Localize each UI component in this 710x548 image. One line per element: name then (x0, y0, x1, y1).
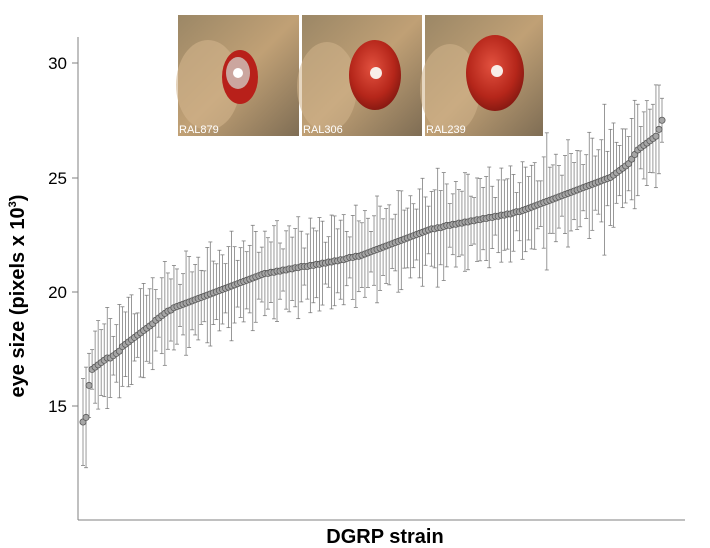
y-axis-title: eye size (pixels x 103) (7, 195, 29, 398)
y-axis-title-main: eye size (pixels x 10 (7, 207, 29, 397)
photo-caption: RAL306 (303, 124, 343, 136)
strain-mean-point (658, 116, 666, 124)
x-axis-title: DGRP strain (326, 526, 443, 548)
photo-caption: RAL239 (426, 124, 466, 136)
y-tick-label: 25 (48, 169, 67, 188)
strain-mean-point (82, 413, 90, 421)
errorbar-series (81, 84, 664, 469)
fly-photo-ral239: RAL239 (420, 15, 543, 136)
y-tick-label: 15 (48, 397, 67, 416)
strain-mean-series (79, 116, 666, 426)
y-tick-label: 30 (48, 54, 67, 73)
y-axis-title-close: ) (7, 195, 29, 202)
strain-mean-point (655, 125, 663, 133)
photo-caption: RAL879 (179, 124, 219, 136)
y-axis-title-superscript: 3 (7, 201, 19, 207)
plot-area: 15 20 25 30 (48, 37, 685, 521)
fly-photo-ral879: RAL879 (176, 15, 299, 136)
fly-photo-ral306: RAL306 (297, 15, 422, 136)
y-tick-label: 20 (48, 283, 67, 302)
fly-eye-photo-strip: RAL879 RAL306 RAL239 (176, 15, 543, 136)
strain-mean-point (85, 381, 93, 389)
strain-mean-point (652, 132, 660, 140)
